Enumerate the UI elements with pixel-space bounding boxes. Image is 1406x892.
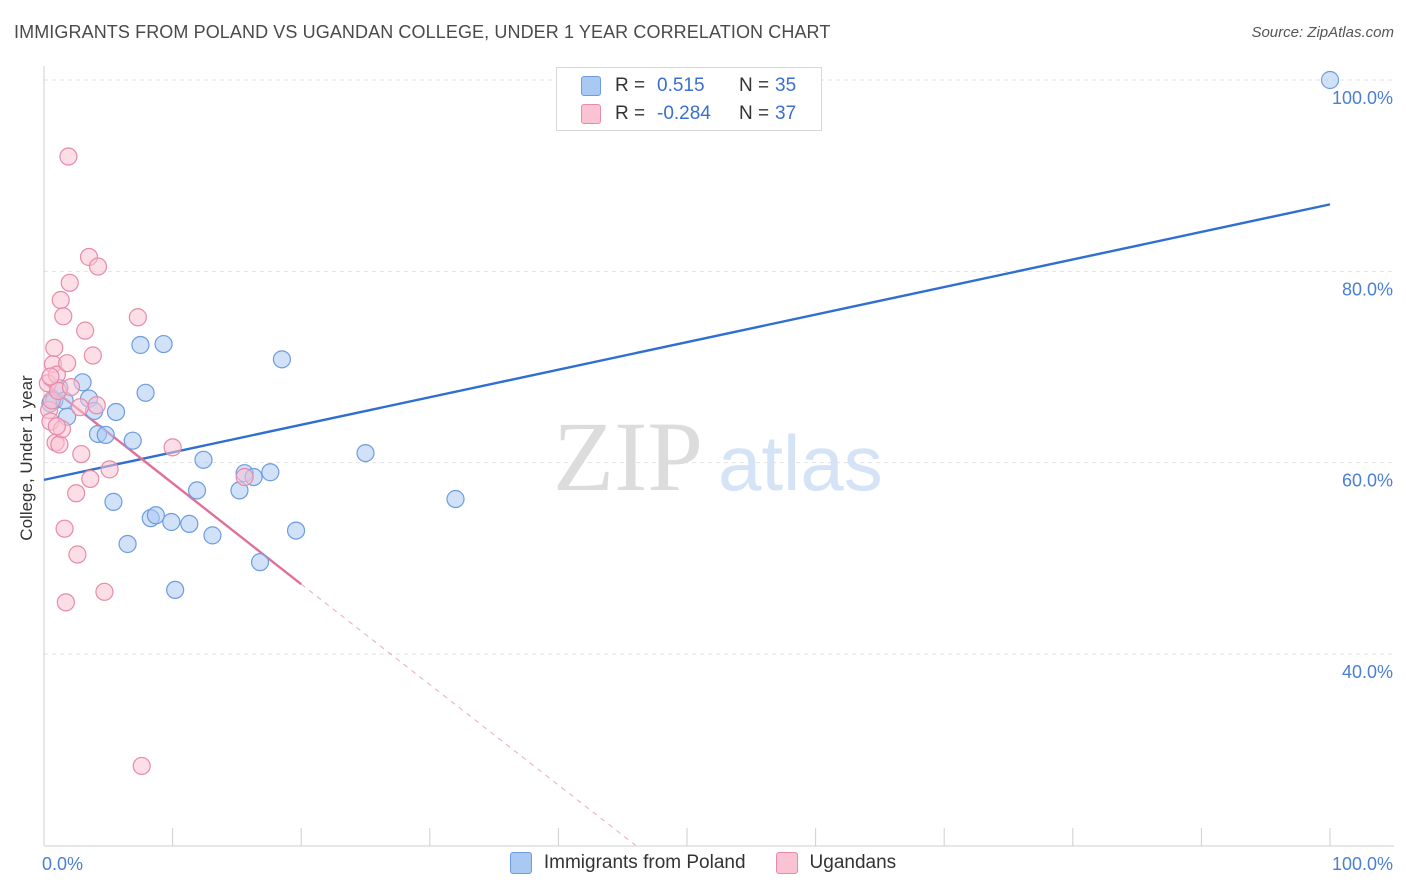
point-ugandans [59,147,78,166]
r-value: 0.515 [657,75,705,96]
watermark-atlas: atlas [718,419,883,507]
legend-row-poland: R = 0.515 N = 35 [581,73,796,99]
legend-swatch-poland [509,852,532,874]
point-ugandans [72,444,91,464]
point-ugandans [60,273,79,292]
axes [43,66,1394,847]
point-ugandans [67,484,86,503]
point-poland [194,450,213,469]
legend-item-ugandans[interactable]: Ugandans [775,852,897,874]
point-ugandans [50,435,69,454]
point-poland [136,383,155,402]
point-poland [166,580,185,600]
point-poland [286,521,306,540]
legend-label-poland: Immigrants from Poland [543,852,746,873]
point-ugandans [163,438,182,457]
point-ugandans [83,346,102,365]
point-poland [131,335,150,355]
point-poland [123,431,142,450]
y-tick-label: 80.0% [1342,279,1393,299]
point-ugandans [88,257,108,276]
point-ugandans [55,519,74,538]
point-ugandans [76,321,95,340]
tick-labels: 100.0% 80.0% 60.0% 40.0% 0.0% 100.0% [42,88,1393,874]
trend-line [43,203,1331,482]
legend-item-poland[interactable]: Immigrants from Poland [509,852,746,874]
point-poland [187,481,207,500]
point-poland [250,553,270,572]
y-tick-label: 60.0% [1342,471,1393,491]
point-ugandans [45,338,64,357]
point-poland [96,425,115,445]
trend-lines [43,203,1331,846]
n-value: 35 [775,75,797,96]
r-value: -0.284 [657,103,711,124]
point-ugandans [70,398,90,417]
y-tick-label: 40.0% [1342,662,1393,682]
n-label: N = [739,75,770,96]
n-label: N = [739,103,770,124]
point-ugandans [87,396,106,415]
point-ugandans [100,460,119,479]
x-tick-label: 100.0% [1332,854,1393,874]
legend-swatch-ugandans [581,104,601,124]
point-poland [356,444,375,463]
chart-title: IMMIGRANTS FROM POLAND VS UGANDAN COLLEG… [14,22,831,42]
n-value: 37 [775,103,797,124]
point-ugandans [81,469,100,489]
point-ugandans [95,582,114,601]
legend-swatch-poland [581,76,601,96]
point-poland [162,512,181,532]
r-label: R = [615,75,646,96]
point-ugandans [54,307,73,326]
point-poland [118,534,137,554]
watermark: ZIP atlas [553,401,883,512]
point-ugandans [61,377,81,397]
point-poland [180,514,199,533]
y-axis-label: College, Under 1 year [17,375,36,541]
point-ugandans [68,545,87,564]
point-poland [154,334,173,354]
point-poland [106,402,126,422]
point-poland [446,489,465,509]
point-poland [203,526,222,545]
correlation-legend: R = 0.515 N = 35 R = -0.284 N = 37 [556,67,822,131]
grid-lines [44,79,1394,655]
series-legend: Immigrants from Poland Ugandans [0,852,1406,874]
point-ugandans [58,354,77,373]
point-ugandans [41,367,60,386]
trend-line-extension [300,583,636,846]
point-ugandans [235,467,254,487]
r-label: R = [615,103,646,124]
y-tick-label: 100.0% [1332,88,1393,108]
point-ugandans [132,756,151,776]
point-ugandans [56,593,75,612]
point-poland [1320,70,1340,90]
x-tick-label: 0.0% [42,854,83,874]
point-poland [272,350,292,369]
data-points [38,70,1340,776]
source-credit: Source: ZipAtlas.com [1251,24,1394,41]
point-ugandans [51,290,70,310]
legend-label-ugandans: Ugandans [809,852,897,873]
legend-row-ugandans: R = -0.284 N = 37 [581,101,796,127]
point-ugandans [47,417,66,436]
watermark-zip: ZIP [553,401,703,512]
point-poland [146,506,165,525]
legend-swatch-ugandans [775,852,798,874]
point-ugandans [128,308,147,327]
point-poland [261,463,280,482]
point-poland [104,492,123,511]
